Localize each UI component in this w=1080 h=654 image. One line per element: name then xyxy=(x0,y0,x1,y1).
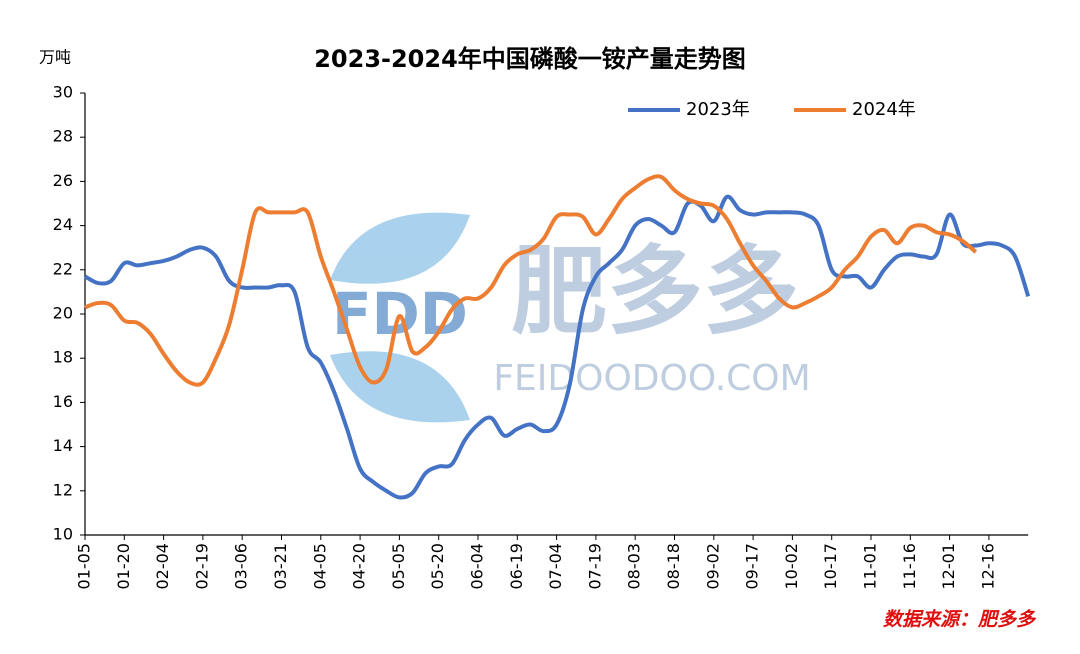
x-tick-label: 01-05 xyxy=(75,543,94,590)
x-tick-label: 11-16 xyxy=(900,543,919,590)
y-tick-label: 12 xyxy=(53,480,73,499)
x-tick-label: 04-20 xyxy=(350,543,369,590)
y-tick-label: 14 xyxy=(53,436,73,455)
y-tick-label: 20 xyxy=(53,304,73,323)
watermark-brand: 肥多多 xyxy=(511,235,799,347)
x-tick-label: 07-04 xyxy=(546,543,565,590)
watermark-leaf xyxy=(330,212,470,284)
x-tick-label: 06-04 xyxy=(468,543,487,590)
x-tick-label: 10-02 xyxy=(782,543,801,590)
y-tick-label: 26 xyxy=(53,171,73,190)
y-tick-label: 22 xyxy=(53,259,73,278)
chart-title: 2023-2024年中国磷酸一铵产量走势图 xyxy=(314,45,746,73)
y-tick-label: 30 xyxy=(53,83,73,102)
x-tick-label: 02-04 xyxy=(153,543,172,590)
x-tick-label: 05-05 xyxy=(389,543,408,590)
y-tick-label: 18 xyxy=(53,348,73,367)
x-tick-label: 03-21 xyxy=(271,543,290,590)
source-note: 数据来源：肥多多 xyxy=(883,609,1037,631)
x-tick-label: 07-19 xyxy=(585,543,604,590)
watermark: FDD 肥多多 FEIDOODOO.COM xyxy=(330,212,811,423)
data-line xyxy=(84,194,1031,500)
x-tick-label: 05-20 xyxy=(428,543,447,590)
x-tick-label: 08-03 xyxy=(625,543,644,590)
legend-label: 2024年 xyxy=(852,99,916,120)
y-axis-label: 万吨 xyxy=(39,48,71,67)
x-tick-label: 02-19 xyxy=(192,543,211,590)
x-tick-label: 11-01 xyxy=(861,543,880,590)
x-tick-label: 04-05 xyxy=(310,543,329,590)
x-tick-label: 10-17 xyxy=(821,543,840,590)
x-tick-label: 01-20 xyxy=(114,543,133,590)
x-tick-label: 06-19 xyxy=(507,543,526,590)
x-tick-label: 09-02 xyxy=(703,543,722,590)
y-tick-label: 24 xyxy=(53,215,73,234)
y-tick-label: 28 xyxy=(53,127,73,146)
watermark-leaf xyxy=(330,351,470,423)
x-tick-label: 09-17 xyxy=(743,543,762,590)
y-tick-label: 16 xyxy=(53,392,73,411)
x-tick-label: 03-06 xyxy=(232,543,251,590)
data-line xyxy=(84,174,978,387)
x-tick-label: 12-01 xyxy=(939,543,958,590)
x-tick-label: 12-16 xyxy=(978,543,997,590)
x-tick-label: 08-18 xyxy=(664,543,683,590)
legend-label: 2023年 xyxy=(686,99,750,120)
y-tick-label: 10 xyxy=(53,525,73,544)
watermark-url: FEIDOODOO.COM xyxy=(493,358,810,399)
